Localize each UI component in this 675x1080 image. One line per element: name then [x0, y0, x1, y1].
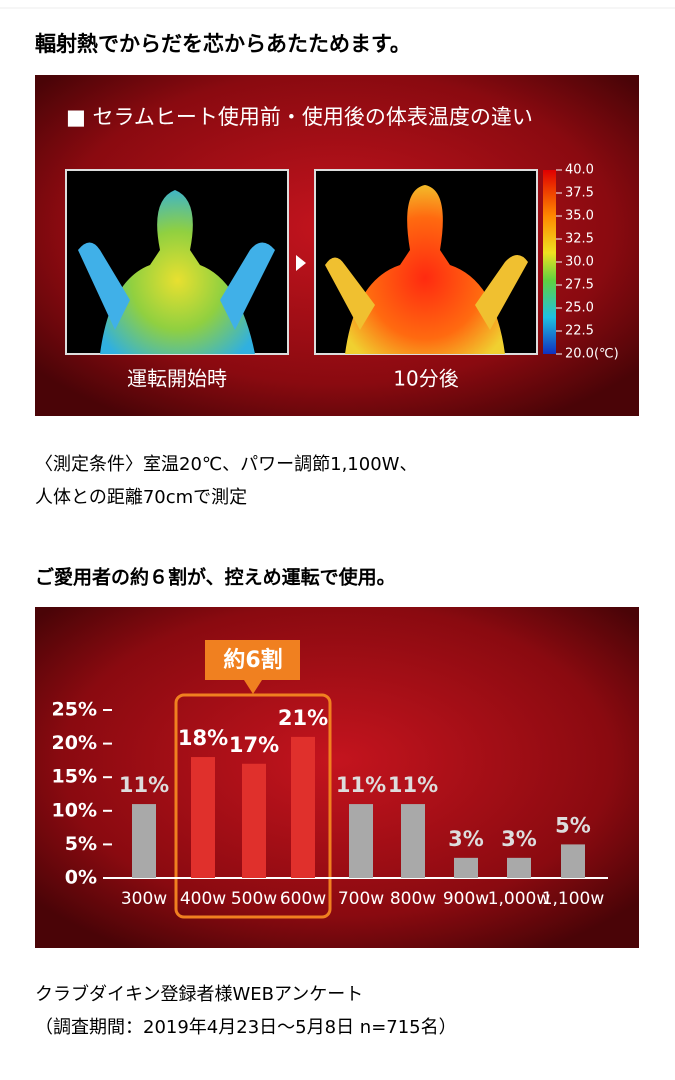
y-tick-label: 25%	[52, 699, 97, 721]
bar	[507, 857, 531, 878]
value-label: 18%	[178, 726, 228, 750]
arrow	[296, 255, 306, 271]
conditions: 人体との距離70cmで測定	[35, 487, 247, 508]
bar	[561, 844, 585, 878]
value-label: 17%	[229, 733, 279, 757]
x-tick-label: 400w	[180, 889, 226, 909]
highlight-box	[174, 693, 332, 919]
y-tick-label: 0%	[65, 867, 97, 889]
y-tick-label: 15%	[52, 766, 97, 788]
callout	[205, 640, 300, 694]
scale-label: 22.5	[565, 324, 594, 339]
scale-label: 30.0	[565, 255, 594, 270]
bar	[454, 857, 478, 878]
value-label: 11%	[388, 773, 438, 797]
scale-label: 32.5	[565, 232, 594, 247]
heading: ご愛用者の約６割が、控えめ運転で使用。	[35, 566, 396, 589]
color-bar	[543, 170, 556, 354]
scale-label: 37.5	[565, 186, 594, 201]
x-tick-label: 600w	[280, 889, 326, 909]
heading: 輻射熱でからだを芯からあたためます。	[35, 32, 411, 56]
x-tick-label: 500w	[231, 889, 277, 909]
value-label: 11%	[336, 773, 386, 797]
value-label: 11%	[119, 773, 169, 797]
value-label: 3%	[448, 827, 484, 851]
y-tick-label: 10%	[52, 799, 97, 821]
scale-label: 25.0	[565, 301, 594, 316]
x-tick-label: 1,100w	[542, 889, 605, 909]
bar	[132, 804, 156, 878]
chart-panel	[35, 607, 639, 948]
caption: 運転開始時	[127, 367, 227, 391]
x-tick-label: 300w	[121, 889, 167, 909]
conditions: 〈測定条件〉室温20℃、パワー調節1,100W、	[35, 454, 417, 475]
bar	[401, 804, 425, 878]
value-label: 3%	[501, 827, 537, 851]
x-tick-label: 900w	[443, 889, 489, 909]
y-tick-label: 20%	[52, 732, 97, 754]
bar	[291, 736, 315, 878]
thermal-before	[65, 169, 289, 355]
value-label: 21%	[278, 706, 328, 730]
scale-label: 20.0(℃)	[565, 347, 619, 362]
scale-label: 27.5	[565, 278, 594, 293]
bar	[349, 804, 373, 878]
source: （調査期間：2019年4月23日〜5月8日 n=715名）	[35, 1017, 457, 1038]
thermal-after	[314, 169, 538, 355]
caption: 10分後	[393, 367, 458, 391]
scale-label: 35.0	[565, 209, 594, 224]
x-tick-label: 1,000w	[488, 889, 551, 909]
value-label: 5%	[555, 813, 591, 837]
scale-label: 40.0	[565, 163, 594, 178]
x-tick-label: 800w	[390, 889, 436, 909]
bar	[191, 757, 215, 878]
source: クラブダイキン登録者様WEBアンケート	[35, 983, 363, 1005]
bar	[242, 763, 266, 878]
x-tick-label: 700w	[338, 889, 384, 909]
callout-text: 約6割	[223, 647, 282, 673]
panel-title: ■ セラムヒート使用前・使用後の体表温度の違い	[66, 105, 533, 129]
y-tick-label: 5%	[65, 833, 97, 855]
